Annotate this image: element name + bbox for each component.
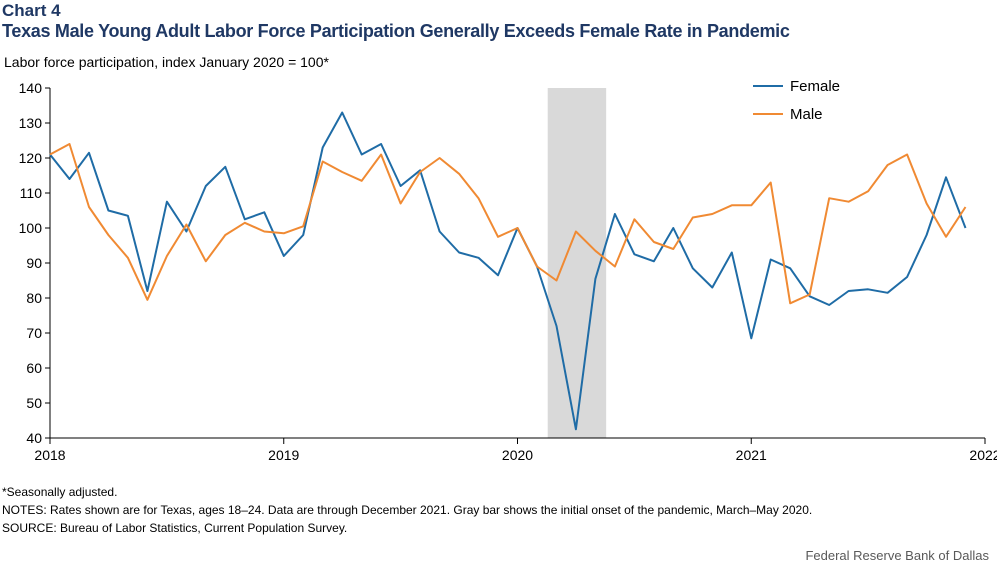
y-tick-label: 140	[19, 80, 43, 96]
series-line-male	[49, 143, 967, 305]
x-tick-label: 2022	[969, 447, 997, 463]
x-tick-label: 2018	[34, 447, 65, 463]
source-credit: Federal Reserve Bank of Dallas	[805, 548, 989, 563]
y-tick-label: 100	[19, 220, 43, 236]
footnote-seasonal: *Seasonally adjusted.	[2, 485, 118, 499]
series-line-female	[49, 111, 967, 431]
y-tick-label: 130	[19, 115, 43, 131]
legend-label-male: Male	[790, 106, 823, 123]
chart-title: Texas Male Young Adult Labor Force Parti…	[2, 21, 790, 41]
x-tick-label: 2019	[268, 447, 299, 463]
y-tick-label: 90	[26, 255, 42, 271]
y-axis-title: Labor force participation, index January…	[4, 54, 329, 70]
legend: Female Male	[753, 78, 840, 123]
y-tick-label: 40	[26, 430, 42, 446]
pandemic-shading-layer	[547, 88, 607, 438]
x-tick-label: 2021	[736, 447, 767, 463]
footnote-source: SOURCE: Bureau of Labor Statistics, Curr…	[2, 521, 348, 535]
footnote-notes: NOTES: Rates shown are for Texas, ages 1…	[2, 503, 813, 517]
y-tick-label: 120	[19, 150, 43, 166]
chart-number: Chart 4	[2, 1, 61, 20]
series-layer	[49, 111, 967, 431]
y-tick-label: 110	[20, 185, 43, 201]
line-chart: 40 50 60 70 80 90 100 110 120 130 140 2018 2019 2020 2…	[19, 78, 997, 463]
y-tick-label: 50	[26, 395, 42, 411]
axes-layer: 40 50 60 70 80 90 100 110 120 130 140 2018 2019 2020 2…	[19, 80, 997, 463]
y-tick-label: 80	[26, 290, 42, 306]
pandemic-shaded-region	[547, 88, 607, 438]
y-tick-label: 70	[26, 325, 42, 341]
x-tick-label: 2020	[502, 447, 533, 463]
legend-label-female: Female	[790, 78, 840, 95]
y-tick-label: 60	[26, 360, 42, 376]
